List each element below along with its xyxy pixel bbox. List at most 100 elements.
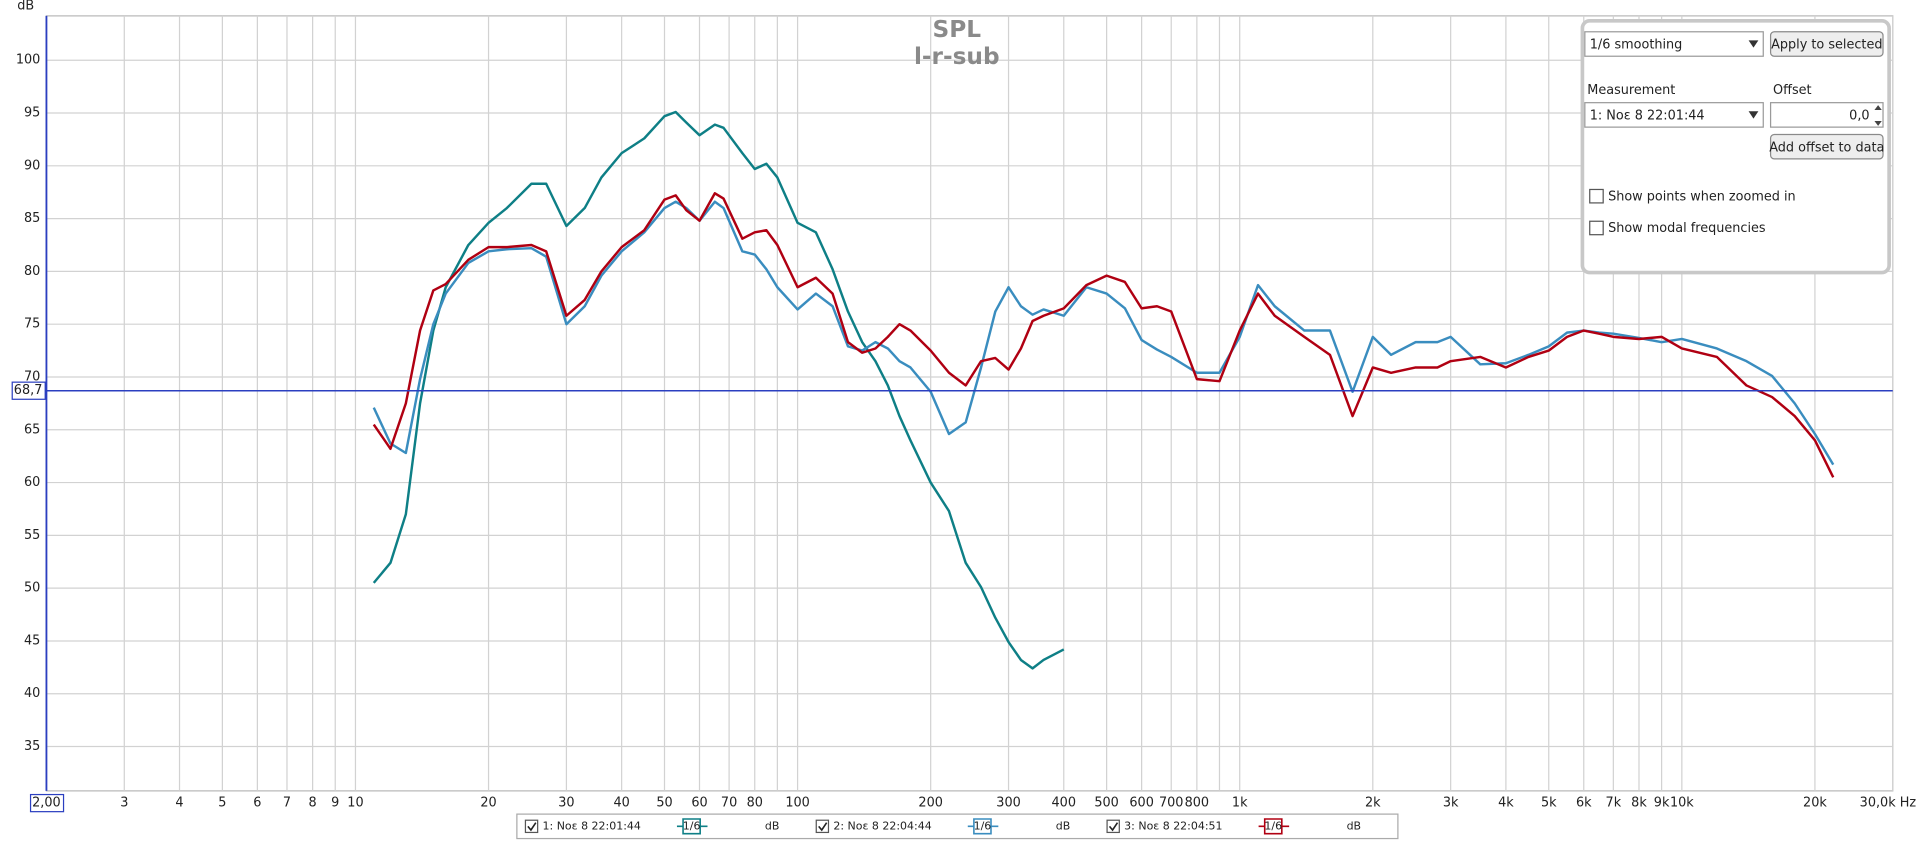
legend-smoothing: 1/6 [1264,819,1282,832]
x-tick-label: 700 [1159,796,1183,811]
x-tick-label: 4 [175,796,183,811]
x-tick-label: 20 [480,796,496,811]
apply-button[interactable] [1769,31,1884,57]
x-tick-label: 3k [1443,796,1459,811]
offset-label: Offset [1773,83,1812,98]
legend-checkbox[interactable] [1106,819,1120,834]
y-tick-label: 75 [24,317,40,332]
y-tick-label: 90 [24,158,40,173]
x-tick-label: 6k [1576,796,1592,811]
checkmark [1108,822,1119,832]
checkbox[interactable] [1589,220,1604,236]
x-tick-label: 50 [656,796,672,811]
y-tick-label: 40 [24,686,40,701]
smoothing-value: 1/6 smoothing [1590,38,1683,53]
cursor-box [11,381,46,400]
y-tick-label: 65 [24,422,40,437]
legend-unit: dB [1056,819,1071,832]
y-tick-label: 85 [24,211,40,226]
legend-label: 2: Νοε 8 22:04:44 [833,819,931,832]
apply-label: Apply to selected [1771,38,1882,53]
chart-subtitle: l-r-sub [914,43,1000,70]
y-tick-label: 100 [16,53,40,68]
x-tick-label: 2k [1365,796,1381,811]
offset-value: 0,0 [1849,109,1869,124]
y-tick-label: 70 [24,369,40,384]
x-tick-label: 400 [1052,796,1076,811]
y-tick-label: 95 [24,106,40,121]
add-offset-label: Add offset to data [1769,140,1884,155]
measurement-label: Measurement [1587,83,1675,98]
legend-unit: dB [1347,819,1362,832]
x-tick-label: 3 [120,796,128,811]
legend-smoothing: 1/6 [974,819,992,832]
x-tick-label: 1k [1232,796,1248,811]
series-line [372,110,1065,670]
legend-smoothing: 1/6 [683,819,701,832]
grid [45,15,1894,791]
x-tick-label: 500 [1094,796,1118,811]
legend-unit: dB [765,819,780,832]
cursor-label: 68,7 [14,383,43,398]
x-tick-label: 10k [1670,796,1694,811]
measurement-dropdown[interactable] [1584,102,1764,128]
x-tick-label: 60 [691,796,707,811]
x-tick-label: 5k [1541,796,1557,811]
legend-label: 1: Νοε 8 22:01:44 [543,819,641,832]
x-tick-label: 8 [309,796,317,811]
dropdown-arrow [1748,111,1759,119]
spinner[interactable] [1874,105,1882,126]
x-tick-label: 20k [1803,796,1827,811]
y-tick-label: 55 [24,528,40,543]
x-tick-label: 4k [1498,796,1514,811]
y-tick-label: 80 [24,264,40,279]
x-tick-label: 7k [1606,796,1622,811]
x-tick-label: 8k [1631,796,1647,811]
dropdown-arrow [1748,40,1759,48]
y-tick-label: 60 [24,475,40,490]
smoothing-badge [1258,818,1290,835]
x-tick-label: 600 [1129,796,1153,811]
x-tick-label: 10 [347,796,363,811]
checkmark [818,822,828,832]
checkbox[interactable] [1589,188,1604,204]
legend-frame [516,813,1399,840]
smoothing-badge [967,818,999,835]
x-tick-label: 70 [721,796,737,811]
x-tick-label: 9k [1654,796,1670,811]
series-line [372,200,1835,466]
show-points-label: Show points when zoomed in [1608,189,1796,204]
x-tick-label: 5 [218,796,226,811]
x-tick-label: 200 [918,796,942,811]
x-tick-label: 300 [996,796,1020,811]
legend: 1: Νοε 8 22:01:44 1/6 dB 2: Νοε 8 22:04:44 1… [524,818,1362,835]
x-tick-label: 40 [613,796,629,811]
y-tick-label: 50 [24,581,40,596]
y-tick-label: 45 [24,633,40,648]
y-axis-label: dB [17,0,34,14]
control-panel: 1/6 smoothing Apply to selected Measurem… [1580,18,1891,275]
x-tick-label: 30,0k Hz [1860,796,1916,811]
legend-label: 3: Νοε 8 22:04:51 [1124,819,1222,832]
add-offset-button[interactable] [1769,133,1884,160]
legend-checkbox[interactable] [815,819,830,834]
x-tick-label: 7 [283,796,291,811]
x-tick-label: 100 [785,796,809,811]
checkmark [527,822,537,832]
curves [372,110,1835,670]
measurement-value: 1: Νοε 8 22:01:44 [1590,109,1705,124]
x-tick-label: 2,00 [32,796,61,811]
x-tick-label: 6 [253,796,261,811]
smoothing-dropdown[interactable] [1584,31,1764,57]
y-tick-label: 35 [24,739,40,754]
chart-title: SPL [933,16,982,43]
smoothing-badge [676,818,708,835]
x-tick-label: 800 [1185,796,1209,811]
offset-input[interactable] [1769,102,1884,128]
x-cursor-box [29,793,65,813]
x-tick-label: 80 [747,796,763,811]
x-tick-label: 9 [331,796,339,811]
legend-checkbox[interactable] [524,819,539,834]
x-tick-label: 30 [558,796,574,811]
